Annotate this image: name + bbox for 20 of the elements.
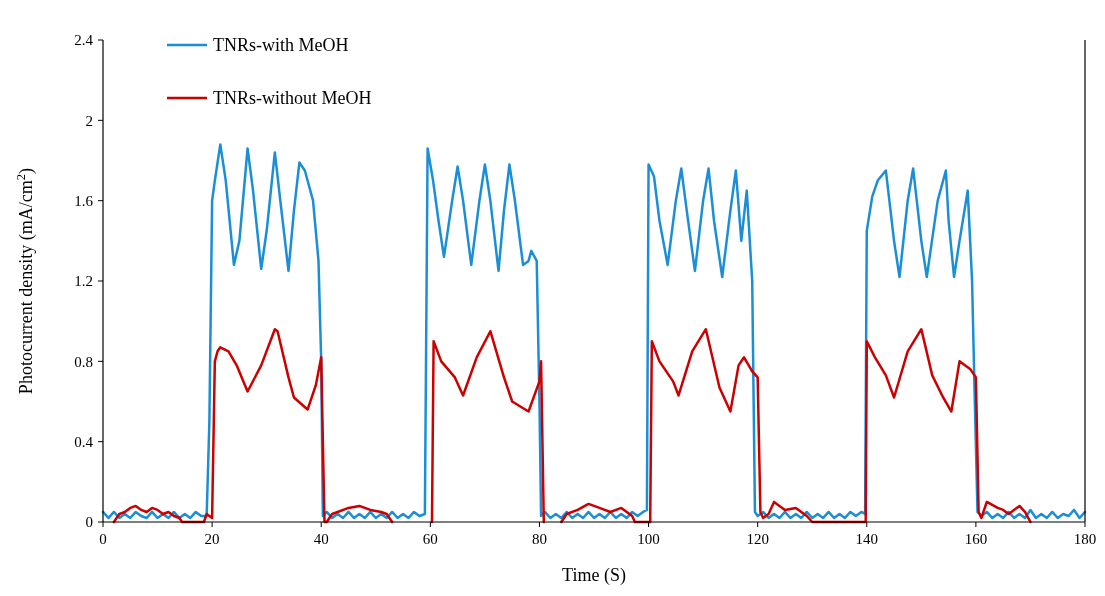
x-tick-label: 0 <box>99 531 107 547</box>
y-tick-label: 0.8 <box>74 353 93 370</box>
x-tick-label: 80 <box>531 531 547 547</box>
x-tick-label: 160 <box>964 531 988 547</box>
x-tick-label: 60 <box>422 531 438 547</box>
y-tick-label: 2 <box>85 112 93 129</box>
y-tick-label: 1.2 <box>74 273 93 290</box>
legend-label: TNRs-with MeOH <box>213 35 349 56</box>
x-tick-label: 140 <box>855 531 879 547</box>
legend-label: TNRs-without MeOH <box>213 88 372 109</box>
y-tick-label: 0 <box>85 514 93 531</box>
x-axis-title: Time (S) <box>562 565 626 586</box>
y-tick-label: 0.4 <box>74 433 94 450</box>
y-tick-label: 2.4 <box>74 32 94 49</box>
x-tick-label: 20 <box>204 531 220 547</box>
x-tick-label: 40 <box>313 531 329 547</box>
x-tick-label: 100 <box>637 531 660 547</box>
y-tick-label: 1.6 <box>74 192 94 209</box>
x-tick-label: 120 <box>746 531 769 547</box>
x-tick-label: 180 <box>1073 531 1097 547</box>
